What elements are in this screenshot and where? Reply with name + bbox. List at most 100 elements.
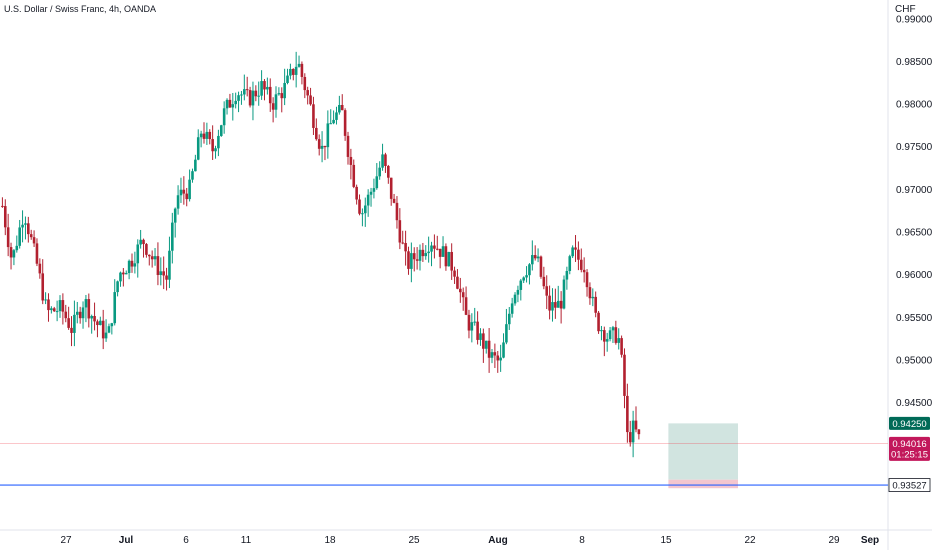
candle-body — [237, 95, 240, 101]
candle-body — [168, 250, 171, 280]
candle-body — [424, 253, 428, 257]
candle-body — [427, 251, 430, 254]
candle-body — [418, 249, 422, 261]
x-tick-label: 25 — [408, 535, 420, 546]
candle-body — [251, 90, 255, 106]
candle-body — [41, 273, 45, 301]
candle-body — [29, 234, 33, 238]
candle-body — [407, 251, 410, 269]
candle-body — [392, 198, 396, 203]
candle-body — [119, 272, 122, 282]
candle-body — [182, 189, 186, 194]
candle-body — [582, 269, 586, 273]
candle-body — [309, 95, 312, 105]
candle-body — [254, 90, 258, 97]
candle-body — [539, 256, 543, 277]
candle-body — [447, 251, 451, 267]
candle-body — [358, 199, 361, 214]
candle-body — [502, 342, 505, 358]
candle-body — [44, 299, 47, 301]
candle-body — [459, 288, 462, 293]
candle-body — [130, 260, 134, 267]
candle-body — [603, 330, 606, 342]
currency-label: CHF — [895, 4, 916, 15]
x-tick-label: 6 — [183, 535, 189, 546]
candle-body — [410, 253, 413, 269]
candle-body — [47, 299, 50, 311]
candle-body — [433, 245, 436, 249]
candle-body — [505, 324, 508, 343]
candle-body — [496, 355, 500, 361]
current-price-label-bg — [889, 416, 930, 430]
candle-body — [536, 256, 540, 259]
candle-body — [545, 286, 549, 296]
candle-body — [317, 139, 321, 149]
candle-body — [346, 135, 350, 157]
candle-body — [628, 432, 632, 443]
candle-body — [588, 287, 592, 299]
candle-body — [467, 314, 471, 331]
x-tick-label: Sep — [861, 535, 879, 546]
candle-body — [369, 191, 373, 195]
x-tick-label: 15 — [660, 535, 672, 546]
candle-body — [554, 302, 557, 308]
candle-body — [456, 276, 459, 289]
candle-body — [306, 90, 309, 96]
candle-body — [340, 105, 344, 111]
chart-title: U.S. Dollar / Swiss Franc, 4h, OANDA — [4, 4, 157, 14]
candle-body — [234, 100, 237, 105]
candle-body — [343, 110, 347, 136]
candle-body — [113, 292, 117, 324]
candle-body — [58, 300, 62, 312]
candle-body — [623, 354, 626, 396]
candle-body — [291, 68, 295, 75]
candle-body — [150, 256, 154, 260]
candle-body — [104, 332, 108, 339]
candle-body — [372, 188, 376, 192]
alert-price-label: 0.93527 — [892, 481, 926, 492]
candle-body — [75, 311, 79, 315]
candle-body — [93, 315, 96, 322]
candle-body — [211, 139, 214, 152]
candle-body — [263, 81, 266, 90]
candle-body — [577, 249, 580, 260]
candle-body — [453, 270, 456, 277]
candle-body — [245, 89, 249, 91]
candle-body — [470, 322, 474, 331]
candle-body — [620, 338, 623, 355]
candle-body — [194, 159, 197, 172]
candle-body — [153, 256, 157, 260]
candle-body — [289, 68, 292, 76]
candle-body — [565, 270, 569, 280]
candle-body — [191, 171, 194, 180]
candle-body — [84, 299, 88, 308]
candle-body — [286, 75, 289, 83]
x-tick-label: 22 — [744, 535, 756, 546]
candle-body — [476, 321, 479, 340]
candle-body — [260, 81, 263, 96]
candle-body — [3, 206, 7, 228]
y-tick-label: 0.98500 — [896, 57, 932, 68]
candle-body — [15, 245, 19, 251]
candle-body — [171, 222, 174, 251]
candle-body — [124, 273, 128, 275]
candle-body — [631, 420, 635, 443]
candle-body — [205, 131, 209, 139]
candle-body — [32, 237, 36, 244]
candle-body — [617, 338, 621, 343]
candle-body — [395, 202, 399, 221]
y-tick-label: 0.94500 — [896, 398, 932, 409]
candle-body — [430, 245, 433, 252]
candle-body — [591, 296, 595, 299]
x-tick-label: Jul — [119, 535, 134, 546]
candle-body — [473, 321, 477, 323]
x-tick-label: Aug — [488, 535, 507, 546]
candle-body — [202, 133, 206, 139]
candle-body — [597, 312, 600, 332]
candle-body — [579, 259, 583, 270]
candle-body — [329, 123, 333, 125]
candle-body — [219, 125, 223, 136]
candle-body — [257, 95, 261, 97]
candle-body — [556, 300, 560, 308]
